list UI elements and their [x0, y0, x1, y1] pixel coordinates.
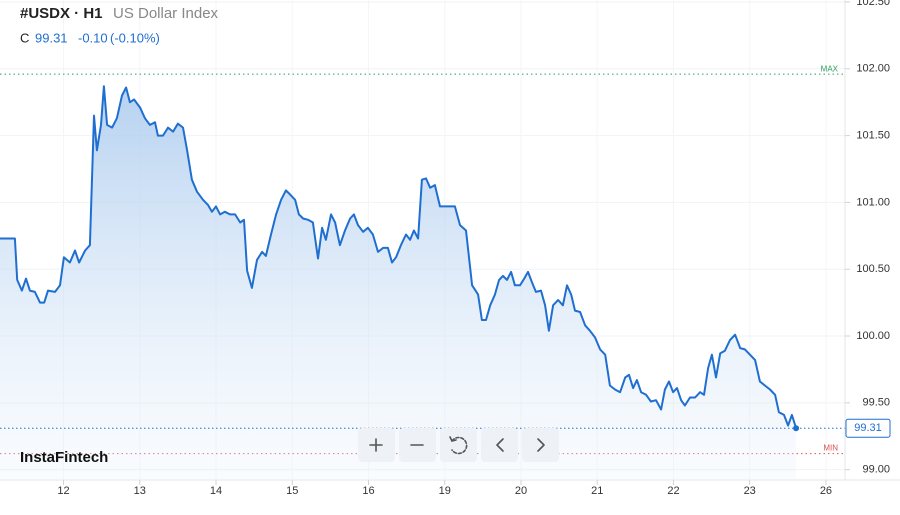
- y-tick-label: 102.00: [856, 63, 890, 75]
- x-tick-label: 20: [515, 485, 527, 497]
- max-line-label: MAX: [821, 64, 839, 73]
- change-value: -0.10: [78, 30, 108, 45]
- x-tick-label: 13: [134, 485, 146, 497]
- zoom-in-button[interactable]: [358, 428, 395, 462]
- x-tick-label: 22: [667, 485, 679, 497]
- axes: 99.00 99.50 100.00 100.50 101.00 101.50 102.00…: [57, 0, 891, 497]
- x-tick-label: 16: [362, 485, 374, 497]
- price-line: [0, 85, 798, 429]
- scroll-left-button[interactable]: [481, 428, 518, 462]
- x-tick-label: 26: [820, 485, 832, 497]
- min-line-label: MIN: [823, 444, 838, 453]
- symbol: #USDX · H1: [20, 5, 103, 22]
- close-value: 99.31: [35, 30, 68, 45]
- current-price-label: 99.31: [854, 422, 882, 434]
- scroll-right-button[interactable]: [522, 428, 559, 462]
- y-tick-label: 101.00: [856, 196, 890, 208]
- y-tick-label: 100.00: [856, 330, 890, 342]
- x-tick-label: 21: [591, 485, 603, 497]
- x-tick-label: 12: [57, 485, 69, 497]
- zoom-out-button[interactable]: [399, 428, 436, 462]
- current-price-tag: [845, 418, 891, 438]
- toolbar: [358, 428, 559, 462]
- plot: MAX MIN: [0, 64, 845, 479]
- area: [0, 86, 797, 479]
- ohlc-label: C: [20, 30, 29, 45]
- x-tick-label: 23: [744, 485, 756, 497]
- change-percent: (-0.10%): [110, 30, 160, 45]
- y-tick-label: 102.50: [856, 0, 890, 8]
- y-tick-label: 99.50: [862, 397, 890, 409]
- y-tick-label: 99.00: [862, 464, 890, 476]
- x-tick-label: 19: [439, 485, 451, 497]
- y-tick-label: 101.50: [856, 130, 890, 142]
- x-tick-label: 15: [286, 485, 298, 497]
- y-tick-label: 100.50: [856, 263, 890, 275]
- instrument-name: US Dollar Index: [113, 5, 219, 22]
- watermark: InstaFintech: [20, 449, 108, 466]
- x-tick-label: 14: [210, 485, 222, 497]
- reset-button[interactable]: [440, 428, 477, 462]
